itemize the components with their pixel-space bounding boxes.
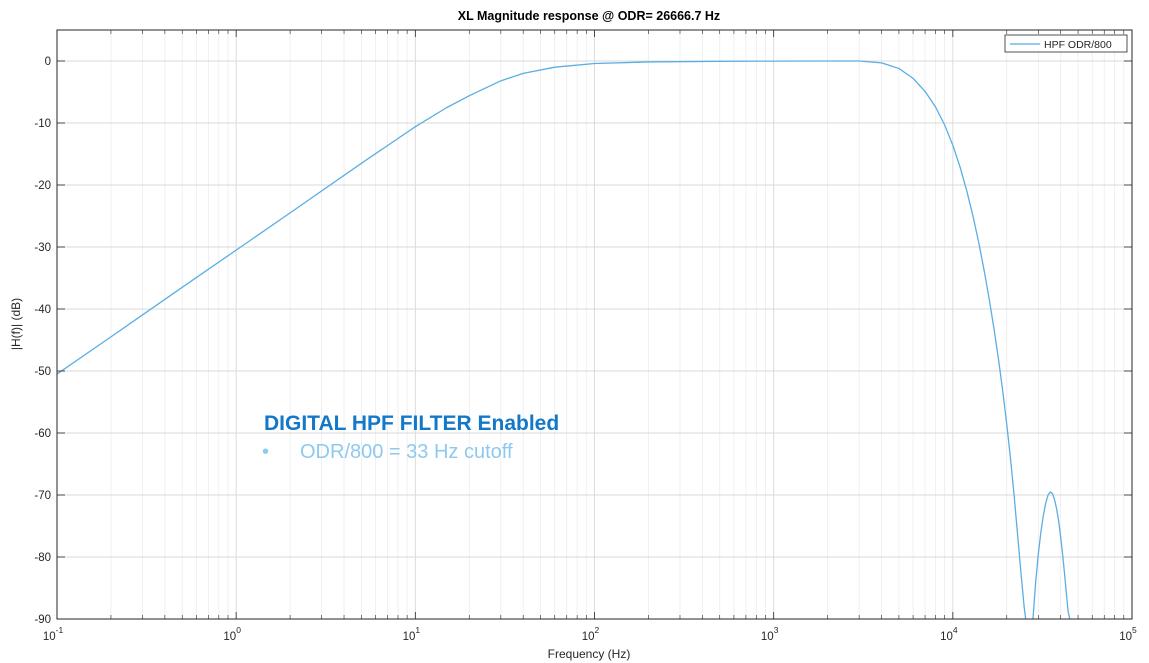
y-tick-labels: 0 -10 -20 -30 -40 -50 -60 -70 -80 -90 — [34, 56, 51, 626]
y-tick-label: -90 — [34, 614, 51, 626]
bullet-dot: • — [262, 441, 270, 463]
x-tick-label-exponent: 5 — [1132, 625, 1137, 635]
x-tick-label-exponent: 3 — [774, 625, 779, 635]
x-tick-label-exponent: -1 — [56, 625, 64, 635]
x-tick-label-exponent: 2 — [595, 625, 600, 635]
x-tick-label-base: 10 — [223, 631, 236, 643]
minor-grid — [110, 30, 1125, 619]
x-tick-label-exponent: 4 — [953, 625, 958, 635]
x-tick-label-exponent: 0 — [236, 625, 241, 635]
x-tick-label-base: 10 — [403, 631, 416, 643]
x-tick-label: 10-1 — [43, 625, 64, 643]
x-tick-label-base: 10 — [940, 631, 953, 643]
legend-box — [1004, 34, 1128, 53]
x-tick-label: 103 — [761, 625, 779, 643]
major-grid — [56, 30, 1133, 620]
y-tick-label: -80 — [34, 552, 51, 564]
x-tick-label: 102 — [582, 625, 600, 643]
y-tick-label: -30 — [34, 242, 51, 254]
x-tick-label: 104 — [940, 625, 958, 643]
x-tick-label-base: 10 — [1119, 631, 1132, 643]
annotation-bullet-text: ODR/800 = 33 Hz cutoff — [300, 441, 513, 463]
y-tick-label: -40 — [34, 304, 51, 316]
x-tick-label-exponent: 1 — [415, 625, 420, 635]
x-tick-label: 101 — [403, 625, 421, 643]
x-tick-label: 100 — [223, 625, 241, 643]
y-tick-label: -50 — [34, 366, 51, 378]
series-line-hpf-odr-800 — [57, 60, 1027, 619]
x-tick-label-base: 10 — [43, 631, 56, 643]
annotation-bullet: • ODR/800 = 33 Hz cutoff — [262, 441, 513, 464]
chart-title: XL Magnitude response @ ODR= 26666.7 Hz — [458, 9, 720, 23]
legend-entry-label: HPF ODR/800 — [1044, 39, 1112, 51]
y-tick-label: 0 — [45, 56, 51, 68]
y-tick-label: -20 — [34, 180, 51, 192]
series-line-hpf-odr-800 — [1032, 491, 1071, 619]
y-tick-label: -60 — [34, 428, 51, 440]
x-tick-label: 105 — [1119, 625, 1137, 643]
x-tick-label-base: 10 — [582, 631, 595, 643]
tick-marks — [56, 30, 1133, 620]
series-layer — [57, 60, 1071, 619]
y-tick-label: -10 — [34, 118, 51, 130]
x-tick-label-base: 10 — [761, 631, 774, 643]
y-axis-label: |H(f)| (dB) — [9, 298, 23, 350]
annotation-heading: DIGITAL HPF FILTER Enabled — [264, 412, 560, 435]
x-axis-label: Frequency (Hz) — [548, 647, 631, 661]
y-tick-label: -70 — [34, 490, 51, 502]
legend: HPF ODR/800 — [1004, 34, 1128, 53]
